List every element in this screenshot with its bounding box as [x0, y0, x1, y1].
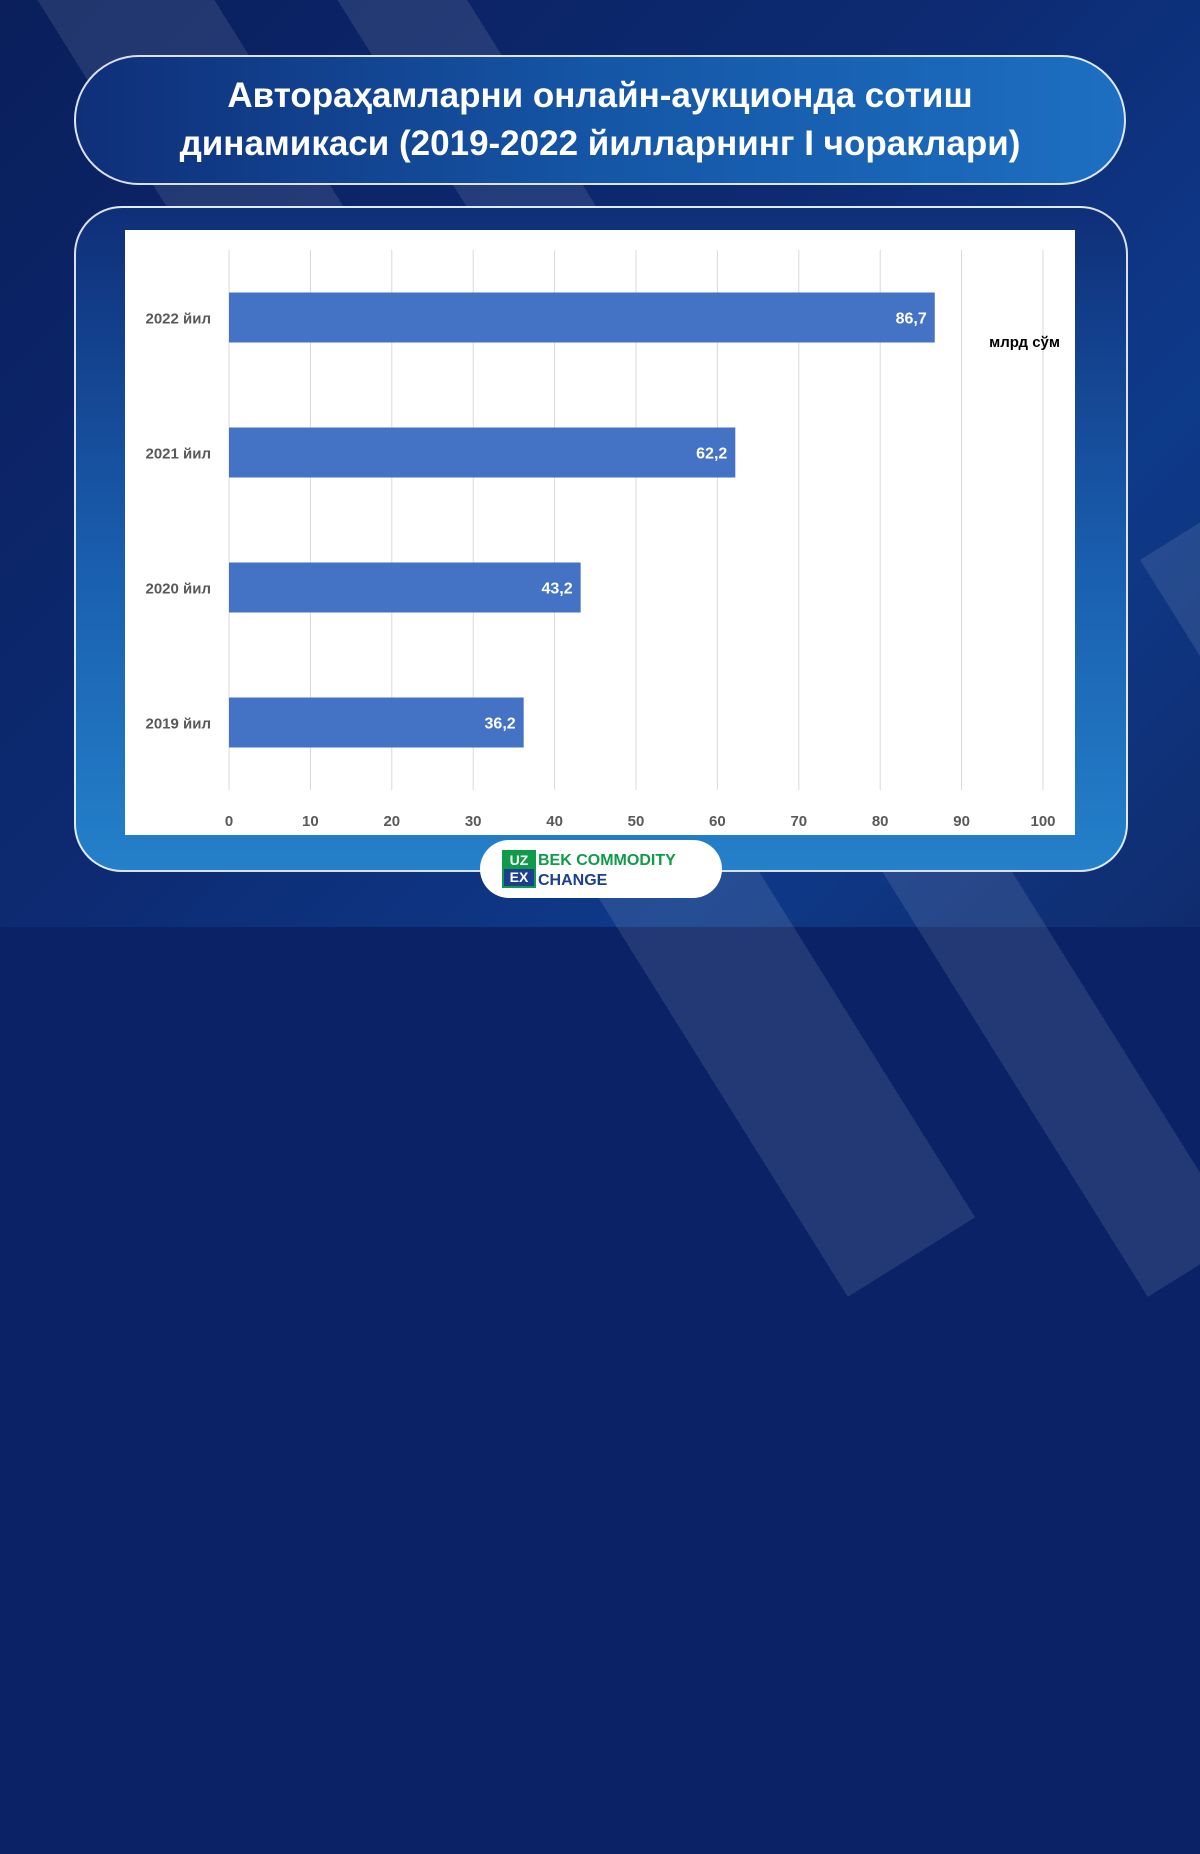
uzex-logo: UZ EX BEK COMMODITY CHANGE	[480, 840, 722, 898]
category-label: 2020 йил	[145, 581, 211, 598]
bar-chart: 0 10 20 30 40 50 60 70 80 90 100 86,7 2022 йил 62,2 20…	[145, 250, 1060, 830]
x-tick-label: 50	[628, 813, 645, 830]
uzex-logo-mark: UZ EX	[502, 850, 536, 888]
unit-label: млрд сўм	[989, 334, 1060, 351]
logo-text-line1: BEK COMMODITY	[538, 852, 676, 869]
category-label: 2021 йил	[145, 446, 211, 463]
x-tick-label: 40	[546, 813, 563, 830]
data-label: 62,2	[696, 446, 727, 463]
x-tick-label: 100	[1030, 813, 1055, 830]
logo-mark-bottom: EX	[504, 869, 534, 886]
data-label: 86,7	[896, 311, 927, 328]
x-tick-label: 0	[225, 813, 233, 830]
category-label: 2022 йил	[145, 311, 211, 328]
x-tick-label: 70	[790, 813, 807, 830]
title-banner: Автораҳамларни онлайн-аукционда сотиш ди…	[74, 55, 1126, 185]
x-tick-label: 10	[302, 813, 319, 830]
x-tick-label: 60	[709, 813, 726, 830]
x-tick-label: 20	[383, 813, 400, 830]
chart-title: Автораҳамларни онлайн-аукционда сотиш ди…	[179, 76, 1021, 163]
bar	[229, 697, 524, 748]
bar	[229, 292, 935, 343]
x-tick-label: 30	[465, 813, 482, 830]
bar	[229, 562, 581, 613]
category-label: 2019 йил	[145, 716, 211, 733]
x-tick-label: 90	[953, 813, 970, 830]
x-tick-label: 80	[872, 813, 889, 830]
bar	[229, 427, 736, 478]
chart-area: 0 10 20 30 40 50 60 70 80 90 100 86,7 2022 йил 62,2 20…	[125, 230, 1075, 835]
data-label: 36,2	[485, 716, 516, 733]
logo-text-line2: CHANGE	[538, 872, 608, 889]
data-label: 43,2	[542, 581, 573, 598]
logo-mark-top: UZ	[504, 852, 534, 869]
